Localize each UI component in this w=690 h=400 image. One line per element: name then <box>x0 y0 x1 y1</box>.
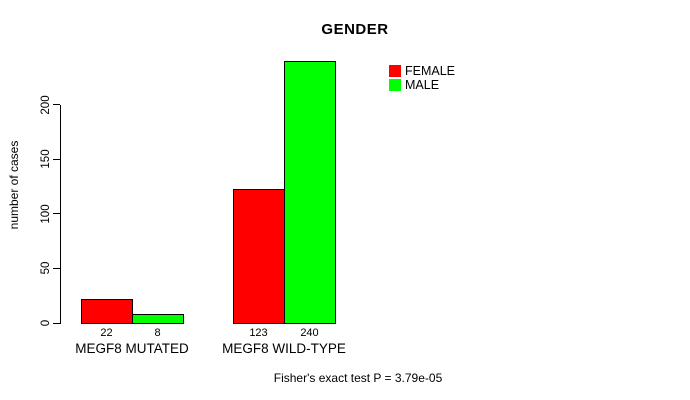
bar-male-megf8-wild-type <box>284 61 336 324</box>
y-tick-label: 150 <box>40 149 52 169</box>
y-tick-label: 200 <box>40 94 52 115</box>
y-tick-label: 100 <box>40 204 52 224</box>
bar-male-megf8-mutated <box>132 314 184 324</box>
legend-item-male: MALE <box>389 77 455 92</box>
legend-item-female: FEMALE <box>389 63 456 78</box>
bar-value-label: 8 <box>154 327 161 339</box>
legend-label: MALE <box>405 77 440 92</box>
bar-female-megf8-mutated <box>81 299 133 324</box>
bar-value-label: 123 <box>249 327 268 339</box>
legend-swatch-male <box>389 78 401 91</box>
category-label-megf8-mutated: MEGF8 MUTATED <box>75 341 189 356</box>
category-label-megf8-wild-type: MEGF8 WILD-TYPE <box>222 341 346 356</box>
bar-value-label: 22 <box>100 327 113 339</box>
y-axis-tick <box>53 104 60 105</box>
bar-female-megf8-wild-type <box>233 189 285 324</box>
y-tick-label: 50 <box>40 261 52 275</box>
legend-swatch-female <box>389 64 401 77</box>
y-axis-tick <box>53 158 60 160</box>
y-axis-tick <box>53 213 60 215</box>
y-tick-label: 0 <box>40 319 52 327</box>
annotation-fisher-test: Fisher's exact test P = 3.79e-05 <box>273 371 443 385</box>
y-axis-tick <box>53 322 60 324</box>
legend-label: FEMALE <box>405 63 456 78</box>
y-axis-tick <box>53 267 60 269</box>
y-axis-line <box>60 104 61 324</box>
chart-title: GENDER <box>321 21 389 38</box>
y-axis-label: number of cases <box>7 140 21 230</box>
bar-value-label: 240 <box>300 327 319 339</box>
legend: FEMALE MALE <box>389 64 455 92</box>
